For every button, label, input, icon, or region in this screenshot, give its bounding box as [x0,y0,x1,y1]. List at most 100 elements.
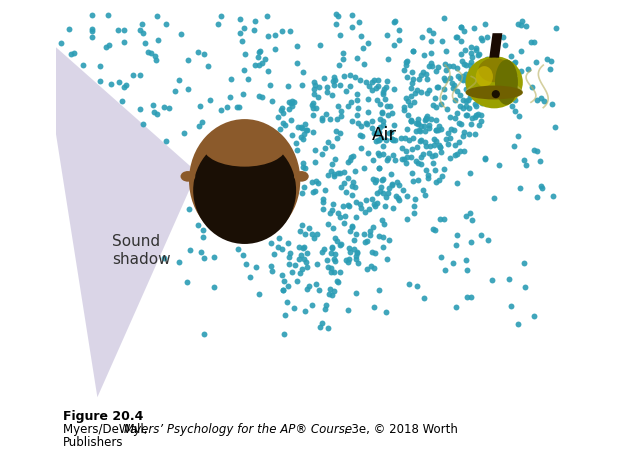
Point [389,19,399,26]
Point [407,79,417,86]
Point [194,122,204,130]
Point [343,307,353,314]
Point [462,293,472,301]
Point [285,249,295,256]
Point [453,72,463,80]
Point [165,104,175,111]
Point [397,144,407,152]
Point [322,171,332,178]
Point [502,90,512,97]
Point [269,250,279,258]
Point [391,192,401,200]
Point [119,26,129,34]
Point [470,86,480,94]
Point [263,32,273,40]
Point [402,98,412,105]
Point [353,119,363,126]
Point [448,82,458,89]
Point [406,154,416,161]
Point [329,256,339,263]
Point [433,63,443,71]
Point [429,136,439,143]
Point [176,30,186,37]
Point [310,104,320,111]
Point [379,220,389,228]
Point [374,129,384,136]
Point [175,258,184,265]
Point [420,192,430,199]
Point [352,96,362,104]
Point [461,70,471,77]
Point [358,165,368,172]
Point [440,267,450,274]
Point [466,72,476,79]
Point [317,114,327,121]
Point [268,268,278,275]
Point [551,25,561,32]
Point [383,111,393,118]
Point [119,84,129,91]
Point [321,111,331,118]
Point [435,215,445,222]
Point [367,117,377,125]
Point [474,51,484,58]
Point [513,20,523,27]
Point [347,11,356,19]
Point [299,130,309,137]
Point [350,73,360,81]
Point [396,134,406,142]
Point [420,127,430,135]
Point [308,100,318,107]
Point [448,127,458,134]
Point [378,151,388,158]
Point [471,63,481,71]
Point [237,38,247,45]
Point [310,81,320,88]
Point [106,80,116,87]
Point [404,136,414,144]
Point [419,69,428,76]
Point [361,197,371,204]
Point [476,231,486,238]
Ellipse shape [476,66,493,87]
Point [453,109,463,116]
Point [324,221,333,228]
Point [434,142,444,149]
Point [365,228,375,235]
Point [462,111,472,118]
Point [318,206,328,213]
Point [451,65,461,72]
Point [536,183,546,190]
Point [486,64,496,71]
Point [351,253,361,260]
Point [410,90,420,97]
Point [460,27,469,35]
Point [475,84,485,91]
Point [351,213,361,220]
Point [469,24,479,31]
Point [347,117,356,124]
Point [432,84,442,91]
Point [452,34,462,41]
Point [415,127,425,134]
Point [256,59,266,66]
Point [343,174,353,182]
Point [320,305,330,312]
Point [250,17,260,25]
Ellipse shape [229,122,260,138]
Point [494,162,504,169]
Point [409,134,419,141]
Point [545,66,555,73]
Point [360,238,369,245]
Point [95,77,105,85]
Point [446,126,456,133]
Point [548,192,558,199]
Point [326,264,336,272]
Point [312,260,322,267]
Point [370,178,380,186]
Point [424,150,434,157]
Point [424,121,434,129]
Point [328,78,338,85]
Point [138,120,148,127]
Point [301,258,310,266]
